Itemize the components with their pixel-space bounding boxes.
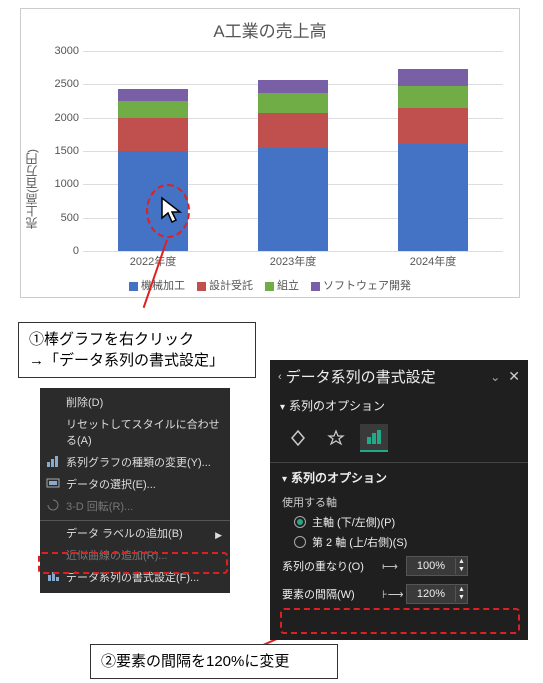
axis-label: 使用する軸 — [282, 494, 516, 510]
bar-segment[interactable] — [398, 108, 468, 145]
context-menu-item[interactable]: 系列グラフの種類の変更(Y)... — [40, 452, 230, 474]
series-options-tab-icon[interactable] — [360, 424, 388, 452]
spinner-buttons[interactable]: ▲▼ — [455, 586, 467, 602]
y-tick-label: 2000 — [39, 112, 79, 124]
close-icon[interactable]: ✕ — [508, 368, 520, 385]
overlap-max-icon[interactable]: ⟼ — [382, 560, 398, 573]
select-icon — [46, 476, 60, 490]
bar-segment[interactable] — [398, 144, 468, 251]
bar-segment[interactable] — [258, 80, 328, 93]
spinner-buttons[interactable]: ▲▼ — [455, 558, 467, 574]
bar-segment[interactable] — [258, 113, 328, 148]
context-menu-item: 3-D 回転(R)... — [40, 496, 230, 518]
panel-sub-header[interactable]: ▾系列のオプション — [282, 469, 516, 490]
x-tick-label: 2024年度 — [393, 253, 473, 269]
bar-segment[interactable] — [398, 86, 468, 107]
fill-outline-tab-icon[interactable] — [284, 424, 312, 452]
overlap-value: 100% — [407, 560, 455, 572]
bar-segment[interactable] — [258, 93, 328, 113]
stacked-bar-chart: A工業の売上高 売上高(百万円) 機械加工設計受託組立ソフトウェア開発 0 500… — [20, 8, 520, 298]
context-menu-item[interactable]: リセットしてスタイルに合わせる(A) — [40, 414, 230, 452]
y-tick-label: 0 — [39, 245, 79, 257]
gap-spinner[interactable]: 120% ▲▼ — [406, 584, 468, 604]
instruction-callout-1: ①棒グラフを右クリック →「データ系列の書式設定」 — [18, 322, 256, 378]
bar-segment[interactable] — [118, 101, 188, 118]
radio-off-icon — [294, 536, 306, 548]
callout-line: ①棒グラフを右クリック — [29, 329, 245, 350]
instruction-callout-2: ②要素の間隔を120%に変更 — [90, 644, 338, 679]
x-tick-label: 2023年度 — [253, 253, 333, 269]
context-menu-highlight — [38, 552, 228, 574]
chevron-icon: ‹ — [278, 371, 282, 383]
chart-title: A工業の売上高 — [21, 17, 519, 42]
overlap-spinner[interactable]: 100% ▲▼ — [406, 556, 468, 576]
overlap-label: 系列の重なり(O) — [282, 558, 374, 574]
context-menu-item[interactable]: データの選択(E)... — [40, 474, 230, 496]
secondary-axis-radio[interactable]: 第 2 軸 (上/右側)(S) — [282, 532, 516, 552]
bar-segment[interactable] — [398, 69, 468, 86]
y-axis-label: 売上高(百万円) — [23, 149, 40, 229]
dropdown-icon[interactable]: ⌄ — [490, 370, 500, 384]
bar-segment[interactable] — [118, 89, 188, 101]
y-tick-label: 500 — [39, 212, 79, 224]
primary-axis-radio[interactable]: 主軸 (下/左側)(P) — [282, 512, 516, 532]
gap-min-icon[interactable]: ⊦⟶ — [382, 588, 398, 601]
chart-icon — [46, 454, 60, 468]
y-tick-label: 1500 — [39, 145, 79, 157]
format-data-series-panel: ‹ データ系列の書式設定 ⌄ ✕ ▾系列のオプション ▾系列のオプション 使用す… — [270, 360, 528, 640]
bar-segment[interactable] — [258, 148, 328, 251]
context-menu-item[interactable]: 削除(D) — [40, 392, 230, 414]
mouse-cursor-icon — [160, 196, 184, 226]
x-tick-label: 2022年度 — [113, 253, 193, 269]
legend-item: 組立 — [265, 277, 299, 293]
rotate-icon — [46, 498, 60, 512]
panel-title: データ系列の書式設定 — [286, 366, 491, 387]
callout-line: →「データ系列の書式設定」 — [29, 350, 245, 371]
series-overlap-row: 系列の重なり(O) ⟼ 100% ▲▼ — [282, 552, 516, 580]
panel-section-header[interactable]: ▾系列のオプション — [270, 393, 528, 418]
y-tick-label: 3000 — [39, 45, 79, 57]
radio-on-icon — [294, 516, 306, 528]
effects-tab-icon[interactable] — [322, 424, 350, 452]
context-menu-item[interactable]: データ ラベルの追加(B)▶ — [40, 523, 230, 545]
gap-value: 120% — [407, 588, 455, 600]
chart-plot — [83, 51, 503, 251]
panel-icon-tabs — [270, 418, 528, 462]
gap-label: 要素の間隔(W) — [282, 586, 374, 602]
gap-row-highlight — [280, 608, 520, 634]
bar-segment[interactable] — [118, 118, 188, 151]
legend-item: 設計受託 — [197, 277, 253, 293]
legend-item: ソフトウェア開発 — [311, 277, 411, 293]
gap-width-row: 要素の間隔(W) ⊦⟶ 120% ▲▼ — [282, 580, 516, 608]
y-tick-label: 2500 — [39, 78, 79, 90]
y-tick-label: 1000 — [39, 178, 79, 190]
submenu-arrow-icon: ▶ — [215, 527, 222, 543]
legend-item: 機械加工 — [129, 277, 185, 293]
chart-legend: 機械加工設計受託組立ソフトウェア開発 — [21, 277, 519, 293]
